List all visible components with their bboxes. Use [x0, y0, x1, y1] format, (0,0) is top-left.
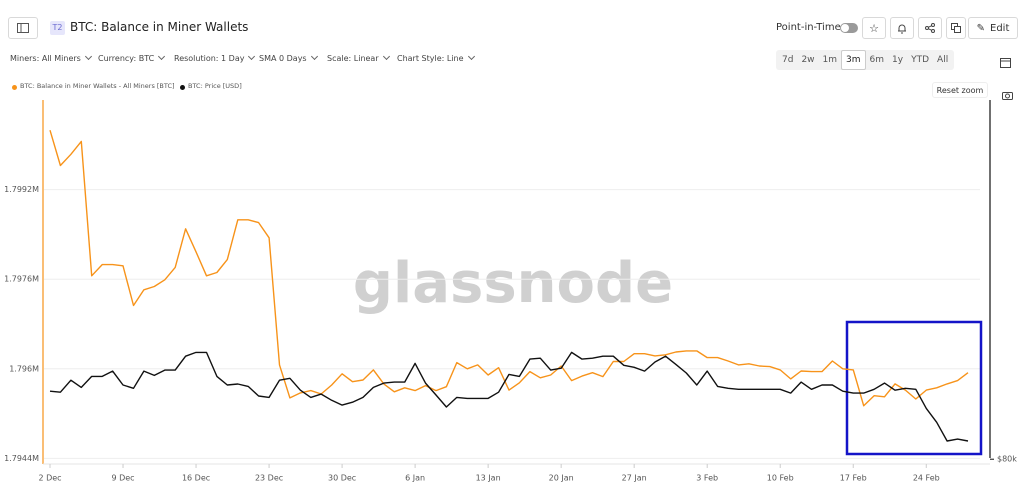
series-line: [49, 351, 969, 442]
edit-label: Edit: [990, 22, 1010, 34]
x-tick-label: 27 Jan: [622, 474, 647, 483]
legend-swatch: [12, 85, 17, 90]
filter-dropdown[interactable]: Resolution: 1 Day: [174, 54, 254, 63]
y-tick-label: 1.796M: [9, 364, 39, 373]
range-button[interactable]: 2w: [801, 55, 815, 65]
filter-dropdown[interactable]: SMA 0 Days: [259, 54, 317, 63]
share-icon: [925, 23, 935, 33]
reset-zoom-button[interactable]: Reset zoom: [932, 82, 988, 98]
share-button[interactable]: [918, 17, 942, 39]
y-tick-label: 1.7976M: [4, 275, 39, 284]
filter-dropdown[interactable]: Scale: Linear: [327, 54, 389, 63]
x-tick-label: 2 Dec: [38, 474, 61, 483]
copy-icon: [951, 23, 961, 33]
range-button[interactable]: 7d: [782, 55, 794, 65]
range-button[interactable]: 6m: [869, 55, 885, 65]
legend-label: BTC: Price [USD]: [188, 82, 242, 90]
pencil-icon: ✎: [976, 22, 985, 34]
bell-icon: [898, 24, 906, 33]
range-selector: 7d 2w 1m 3m 6m 1y YTD All: [776, 50, 955, 70]
legend-swatch: [180, 85, 185, 90]
snapshot-button[interactable]: [1002, 85, 1013, 104]
range-button[interactable]: All: [937, 55, 949, 65]
alert-button[interactable]: [890, 17, 914, 39]
range-button[interactable]: 3m: [841, 50, 866, 70]
toggle-knob: [841, 24, 849, 32]
x-tick-label: 3 Feb: [696, 474, 718, 483]
range-button[interactable]: YTD: [911, 55, 930, 65]
x-tick-label: 24 Feb: [913, 474, 940, 483]
x-tick-label: 23 Dec: [255, 474, 283, 483]
x-tick-label: 13 Jan: [476, 474, 501, 483]
sidebar-icon: [17, 23, 29, 33]
copy-button[interactable]: [946, 17, 966, 39]
camera-icon: [1002, 92, 1013, 100]
series-line: [49, 130, 969, 407]
filter-dropdown[interactable]: Chart Style: Line: [397, 54, 474, 63]
y-tick-label: 1.7992M: [4, 185, 39, 194]
legend-label: BTC: Balance in Miner Wallets - All Mine…: [20, 82, 175, 90]
watermark: glassnode: [353, 251, 673, 316]
filter-dropdown[interactable]: Currency: BTC: [98, 54, 164, 63]
sidebar-toggle[interactable]: [8, 17, 38, 39]
y2-tick-label: $80k: [997, 455, 1017, 464]
x-tick-label: 10 Feb: [767, 474, 794, 483]
x-tick-label: 16 Dec: [182, 474, 210, 483]
x-tick-label: 17 Feb: [840, 474, 867, 483]
edit-button[interactable]: ✎ Edit: [968, 17, 1018, 39]
highlight-box: [845, 320, 983, 456]
x-tick-label: 20 Jan: [549, 474, 574, 483]
tier-badge: T2: [50, 21, 65, 35]
range-button[interactable]: 1m: [822, 55, 838, 65]
range-button[interactable]: 1y: [892, 55, 904, 65]
filter-dropdown[interactable]: Miners: All Miners: [10, 54, 91, 63]
favorite-button[interactable]: ☆: [862, 17, 886, 39]
x-tick-label: 6 Jan: [405, 474, 425, 483]
page-title: BTC: Balance in Miner Wallets: [70, 20, 249, 34]
x-tick-label: 30 Dec: [328, 474, 356, 483]
point-in-time-toggle[interactable]: [840, 23, 858, 33]
x-tick-label: 9 Dec: [111, 474, 134, 483]
calendar-icon: [1000, 58, 1011, 68]
y-tick-label: 1.7944M: [4, 454, 39, 463]
point-in-time-label: Point-in-Time: [776, 22, 841, 33]
calendar-button[interactable]: [1000, 53, 1011, 72]
